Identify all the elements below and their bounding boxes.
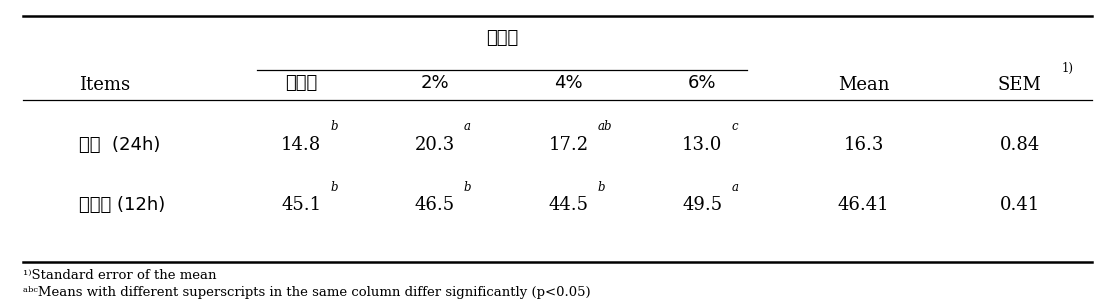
- Text: Items: Items: [79, 76, 129, 94]
- Text: SEM: SEM: [998, 76, 1041, 94]
- Text: ᵃᵇᶜMeans with different superscripts in the same column differ significantly (p<: ᵃᵇᶜMeans with different superscripts in …: [23, 286, 591, 299]
- Text: ab: ab: [598, 120, 612, 133]
- Text: 13.0: 13.0: [682, 136, 723, 154]
- Text: 46.5: 46.5: [415, 196, 455, 214]
- Text: 20.3: 20.3: [415, 136, 455, 154]
- Text: Mean: Mean: [838, 76, 890, 94]
- Text: 4%: 4%: [554, 74, 583, 92]
- Text: 볷짚  (24h): 볷짚 (24h): [79, 136, 161, 154]
- Text: ¹⁾Standard error of the mean: ¹⁾Standard error of the mean: [23, 269, 216, 282]
- Text: c: c: [731, 120, 738, 133]
- Text: 0.41: 0.41: [999, 196, 1040, 214]
- Text: b: b: [330, 181, 338, 194]
- Text: 45.1: 45.1: [281, 196, 321, 214]
- Text: 1): 1): [1061, 62, 1074, 75]
- Text: b: b: [330, 120, 338, 133]
- Text: a: a: [731, 181, 738, 194]
- Text: a: a: [464, 120, 471, 133]
- Text: 옥수수 (12h): 옥수수 (12h): [79, 196, 165, 214]
- Text: 44.5: 44.5: [549, 196, 589, 214]
- Text: 14.8: 14.8: [281, 136, 321, 154]
- Text: 처리구: 처리구: [486, 29, 518, 47]
- Text: b: b: [464, 181, 472, 194]
- Text: 6%: 6%: [688, 74, 717, 92]
- Text: 대조구: 대조구: [285, 74, 318, 92]
- Text: 0.84: 0.84: [999, 136, 1040, 154]
- Text: 46.41: 46.41: [838, 196, 890, 214]
- Text: 2%: 2%: [420, 74, 449, 92]
- Text: 49.5: 49.5: [682, 196, 723, 214]
- Text: b: b: [598, 181, 605, 194]
- Text: 16.3: 16.3: [844, 136, 884, 154]
- Text: 17.2: 17.2: [549, 136, 589, 154]
